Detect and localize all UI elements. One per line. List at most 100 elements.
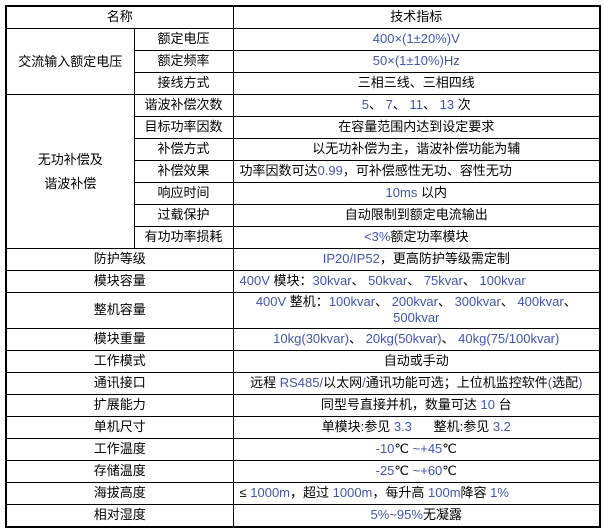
value-number: 100kvar bbox=[479, 273, 526, 289]
spec-value: -10℃ ~+45℃ bbox=[232, 437, 601, 461]
value-text: 同型号直接并机，数量可达 bbox=[320, 396, 481, 412]
value-number: 3.2 bbox=[492, 418, 511, 434]
spec-label: 补偿方式 bbox=[133, 138, 234, 161]
value-number: -10 bbox=[375, 440, 395, 456]
spec-label: 扩展能力 bbox=[5, 393, 234, 417]
spec-value: ≤ 1000m，超过 1000m，每升高 100m降容 1% bbox=[232, 481, 601, 505]
spec-value: 400×(1±20%)V bbox=[232, 28, 601, 51]
value-number: 50kvar bbox=[368, 273, 408, 289]
value-number: 20kg(50kvar) bbox=[365, 330, 442, 346]
table-row: 扩展能力 同型号直接并机，数量可达 10 台 bbox=[5, 393, 601, 417]
spec-label: 海拔高度 bbox=[5, 481, 234, 505]
value-number: 10 bbox=[480, 396, 495, 412]
table-row: 工作模式 自动或手动 bbox=[5, 349, 601, 373]
value-text: 、 bbox=[441, 330, 459, 346]
value-text: 自动限制到额定电流输出 bbox=[344, 207, 488, 223]
table-row: 补偿效果 功率因数可达0.99，可补偿感性无功、容性无功 bbox=[6, 160, 601, 183]
value-number: 100kvar bbox=[328, 294, 376, 309]
value-text: 、 bbox=[375, 294, 392, 309]
value-number: 13 bbox=[439, 97, 455, 113]
value-text: 次 bbox=[454, 97, 471, 113]
value-number: 75kvar bbox=[423, 273, 463, 289]
value-number: RS485/ bbox=[279, 374, 324, 390]
spec-label: 工作温度 bbox=[5, 437, 234, 461]
value-text: 三相三线、三相四线 bbox=[357, 75, 475, 91]
value-text: 、 bbox=[423, 97, 440, 113]
value-number: -25 bbox=[375, 462, 395, 478]
table-row: 过载保护 自动限制到额定电流输出 bbox=[6, 204, 601, 227]
value-number: 400×(1±20%)V bbox=[372, 31, 460, 47]
value-text: 整机： bbox=[286, 294, 329, 309]
spec-value: 5、 7、 11、 13 次 bbox=[232, 94, 601, 117]
group-label-line: 交流输入额定电压 bbox=[18, 53, 123, 69]
value-number: 200kvar bbox=[391, 294, 438, 309]
spec-value: <3%额定功率模块 bbox=[232, 226, 601, 249]
value-number: ~+60 bbox=[412, 462, 443, 478]
value-text: 单模块:参见 bbox=[321, 418, 394, 434]
value-text: 以内 bbox=[417, 185, 447, 201]
spec-label: 整机容量 bbox=[5, 292, 234, 329]
table-row: 整机容量 400V 整机：100kvar、 200kvar、 300kvar、 4… bbox=[5, 292, 601, 329]
spec-value: 自动或手动 bbox=[232, 349, 601, 373]
table-row: 通讯接口 远程 RS485/以太网/通讯功能可选；上位机监控软件(选配) bbox=[5, 371, 601, 395]
value-number: 400V bbox=[239, 273, 270, 289]
value-number: 300kvar bbox=[454, 294, 501, 309]
value-number: 7 bbox=[385, 97, 393, 113]
value-text: 整机:参见 bbox=[411, 418, 493, 434]
value-text: ℃ bbox=[442, 440, 457, 456]
spec-label: 谐波补偿次数 bbox=[133, 94, 234, 117]
spec-value: 50×(1±10%)Hz bbox=[232, 50, 601, 73]
table-row: 存储温度 -25℃ ~+60℃ bbox=[5, 459, 601, 483]
spec-value: 自动限制到额定电流输出 bbox=[232, 204, 601, 227]
table-row: 交流输入额定电压 额定电压 400×(1±20%)V bbox=[5, 28, 601, 95]
value-text: 远程 bbox=[250, 374, 280, 390]
spec-label: 存储温度 bbox=[5, 459, 234, 483]
value-text: 无凝露 bbox=[422, 506, 462, 522]
table-row: 目标功率因数 在容量范围内达到设定要求 bbox=[6, 116, 601, 139]
value-text: ，每升高 bbox=[372, 484, 429, 500]
group-label-line: 无功补偿及 bbox=[37, 152, 103, 168]
spec-value: 远程 RS485/以太网/通讯功能可选；上位机监控软件(选配) bbox=[232, 371, 601, 395]
group-label: 交流输入额定电压 bbox=[5, 28, 135, 95]
spec-label: 工作模式 bbox=[5, 349, 234, 373]
value-number: 3.3 bbox=[393, 418, 412, 434]
value-text: ，超过 bbox=[290, 484, 333, 500]
value-number: 1000m bbox=[332, 484, 373, 500]
value-number: 5%~95% bbox=[370, 506, 423, 522]
spec-label: 额定电压 bbox=[133, 28, 234, 51]
spec-value: 10kg(30kvar)、 20kg(50kvar)、 40kg(75/100k… bbox=[232, 327, 601, 351]
value-number: 11 bbox=[409, 97, 424, 113]
value-number: ) bbox=[578, 374, 583, 390]
value-number: 10kg(30kvar) bbox=[273, 330, 350, 346]
table-row: 防护等级 IP20/IP52，更高防护等级需定制 bbox=[5, 248, 601, 271]
value-text: ℃ bbox=[394, 440, 413, 456]
value-number: 0.99 bbox=[317, 163, 343, 179]
value-text: 功率因数可达 bbox=[239, 163, 318, 179]
value-number: 100m bbox=[428, 484, 461, 500]
spec-label: 响应时间 bbox=[133, 182, 234, 205]
value-text: 自动或手动 bbox=[383, 352, 449, 368]
spec-table: 名称 技术指标 交流输入额定电压 额定电压 400×(1±20%)V 额定频率 50×(… bbox=[5, 5, 602, 528]
value-number: IP20/IP52 bbox=[322, 251, 380, 267]
spec-value: -25℃ ~+60℃ bbox=[232, 459, 601, 483]
spec-value: 400V 模块：30kvar、 50kvar、 75kvar、 100kvar bbox=[232, 270, 601, 293]
spec-label: 补偿效果 bbox=[133, 160, 234, 183]
value-text: ≤ bbox=[239, 484, 251, 500]
spec-label: 模块容量 bbox=[5, 270, 234, 293]
spec-label: 额定频率 bbox=[133, 50, 234, 73]
spec-value: 以无功补偿为主，谐波补偿功能为辅 bbox=[232, 138, 601, 161]
value-number: <3% bbox=[364, 229, 391, 245]
value-number: 5 bbox=[361, 97, 370, 113]
value-number: / bbox=[362, 374, 366, 390]
value-number: ~+45 bbox=[412, 440, 443, 456]
spec-value: 400V 整机：100kvar、 200kvar、 300kvar、 400kv… bbox=[232, 292, 601, 329]
spec-label: 相对湿度 bbox=[5, 503, 234, 527]
spec-value: 在容量范围内达到设定要求 bbox=[232, 116, 601, 139]
value-text: 额定功率模块 bbox=[390, 229, 469, 245]
value-number: 30kvar bbox=[312, 273, 352, 289]
value-text: 、 bbox=[462, 273, 480, 289]
header-name-cell: 名称 bbox=[5, 5, 234, 29]
group-label: 无功补偿及 谐波补偿 bbox=[5, 94, 135, 249]
value-number: 400V bbox=[255, 294, 287, 309]
value-number: 400kvar bbox=[517, 294, 564, 309]
